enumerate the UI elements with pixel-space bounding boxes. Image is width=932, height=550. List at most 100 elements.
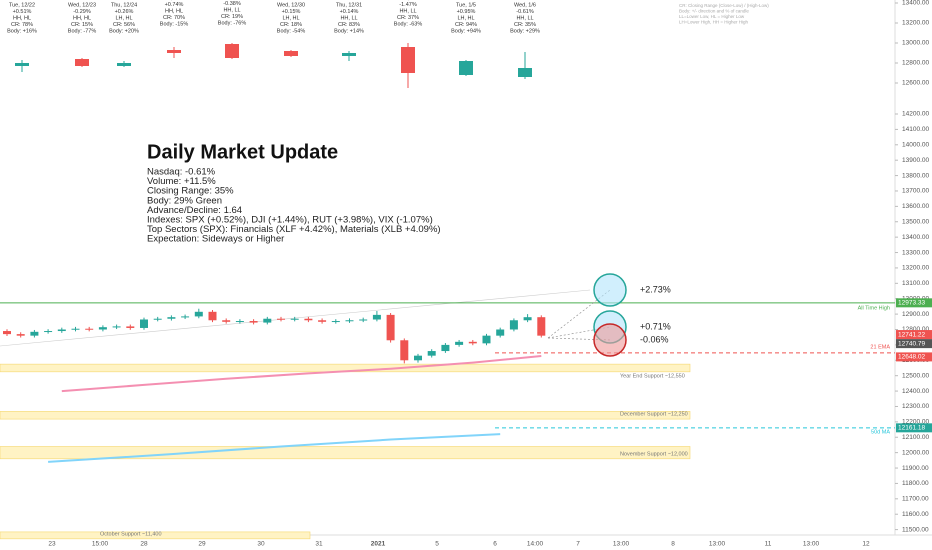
x-tick-label: 11: [765, 541, 772, 548]
note-title: Daily Market Update: [147, 141, 338, 163]
candle-annotation: LH, HL: [282, 15, 299, 21]
candle-annotation: CR: 70%: [163, 15, 185, 21]
price-tag-label: 12973.33: [898, 300, 925, 307]
y-tick-label: 13200.00: [902, 20, 929, 27]
y-tick-label: 12000.00: [902, 449, 929, 456]
note: Daily Market Update Nasdaq: -0.61%Volume…: [147, 141, 441, 244]
note-line: Body: 29% Green: [147, 195, 222, 206]
level-label: 50d MA: [871, 429, 890, 435]
candle-annotation: HH, LL: [340, 15, 357, 21]
support-label: Year End Support ~12,550: [620, 373, 685, 379]
x-tick-label: 13:00: [803, 541, 820, 548]
candle-body: [167, 50, 181, 53]
candle-annotation: Tue, 1/5: [456, 2, 476, 8]
ma-line: [61, 354, 542, 393]
candle-annotation: HH, HL: [165, 8, 183, 14]
price-tag: [896, 339, 932, 349]
candle-annotation: +0.14%: [340, 9, 359, 15]
projection-label: +2.73%: [640, 284, 671, 294]
candle-annotation: Thu, 12/31: [336, 2, 362, 8]
support-label: December Support ~12,250: [620, 412, 688, 418]
candle-body: [331, 321, 340, 323]
candle-body: [181, 316, 190, 318]
y-tick-label: 13500.00: [902, 218, 929, 225]
candle-annotation: CR: 78%: [11, 22, 33, 28]
candle-annotation: -0.29%: [73, 9, 91, 15]
note-line: Closing Range: 35%: [147, 186, 234, 197]
price-tag-label: 12648.02: [898, 354, 925, 361]
y-tick-label: 12600.00: [902, 80, 929, 87]
note-line: Expectation: Sideways or Higher: [147, 234, 284, 245]
candle-body: [400, 340, 409, 361]
y-tick-label: 12100.00: [902, 434, 929, 441]
candle-annotation: Body: -76%: [218, 20, 247, 26]
candle-annotation: Body: +16%: [7, 28, 37, 34]
candle-annotation: Wed, 12/30: [277, 2, 305, 8]
y-tick-label: 11800.00: [902, 480, 929, 487]
candle-body: [3, 331, 11, 335]
support-zone: [0, 411, 691, 420]
note-line: Nasdaq: -0.61%: [147, 167, 216, 178]
x-tick-label: 23: [48, 541, 56, 548]
candle-body: [290, 318, 299, 320]
y-tick-label: 12800.00: [902, 326, 929, 333]
candle-annotation: -0.61%: [516, 9, 534, 15]
note-line: Volume: +11.5%: [147, 176, 216, 187]
candle-annotation: +0.26%: [115, 9, 134, 15]
candle-annotation: -0.38%: [223, 1, 241, 7]
price-tag: [896, 330, 932, 340]
candle-body: [30, 331, 39, 336]
x-tick-label: 31: [315, 541, 323, 548]
candle-annotation: +0.74%: [165, 2, 184, 8]
x-tick-label: 30: [257, 541, 265, 548]
candle-body: [482, 335, 491, 344]
candle-body: [208, 311, 217, 321]
y-tick-label: 14000.00: [902, 142, 929, 149]
candle-body: [304, 318, 313, 321]
candle-annotation: Mon, 12/28: [160, 0, 188, 1]
candle-body: [153, 318, 162, 320]
y-tick-label: 14200.00: [902, 111, 929, 118]
x-tick-label: 12: [862, 541, 870, 548]
price-tag-label: 12161.18: [898, 425, 925, 432]
candle-body: [75, 59, 89, 66]
x-tick-label: 6: [493, 541, 497, 548]
candle-body: [98, 327, 107, 330]
candle-body: [386, 314, 395, 341]
candle-body: [44, 331, 53, 333]
candle-body: [427, 351, 436, 356]
y-tick-label: 13600.00: [902, 203, 929, 210]
x-tick-label: 7: [576, 541, 580, 548]
candle-annotation: Body: -54%: [277, 28, 306, 34]
candle-body: [249, 321, 258, 323]
candle-annotation: CR: 83%: [338, 22, 360, 28]
candle-annotation: Body: +14%: [334, 28, 364, 34]
candle-annotation: Wed, 1/6: [514, 2, 536, 8]
y-tick-label: 13800.00: [902, 172, 929, 179]
candle-body: [117, 63, 131, 66]
x-tick-label: 5: [435, 541, 439, 548]
legend-note: LH=Lower High, HH = Higher High: [679, 20, 749, 25]
x-tick-label: 28: [140, 541, 148, 548]
candle-body: [342, 53, 356, 56]
price-tag-label: 12741.22: [898, 331, 925, 338]
candle-annotation: CR: 19%: [221, 14, 243, 20]
projection-circle: [593, 323, 627, 357]
candle-body: [71, 328, 80, 330]
ma-line: [48, 433, 501, 463]
projection-label: -0.06%: [640, 334, 669, 344]
y-tick-label: 11500.00: [902, 526, 929, 533]
candle-annotation: Mon, 1/4: [397, 0, 418, 1]
candle-annotation: HH, HL: [13, 15, 31, 21]
candle-body: [359, 319, 368, 321]
y-tick-label: 12800.00: [902, 60, 929, 67]
x-tick-label: 13:00: [613, 541, 630, 548]
note-line: Top Sectors (SPX): Financials (XLF +4.42…: [147, 224, 441, 235]
candle-body: [15, 63, 29, 66]
candle-body: [537, 317, 546, 336]
candle-annotation: CR: 94%: [455, 22, 477, 28]
price-tag: [896, 423, 932, 433]
candle-body: [459, 61, 473, 75]
candle-annotation: CR: 15%: [71, 22, 93, 28]
candle-body: [263, 318, 272, 323]
